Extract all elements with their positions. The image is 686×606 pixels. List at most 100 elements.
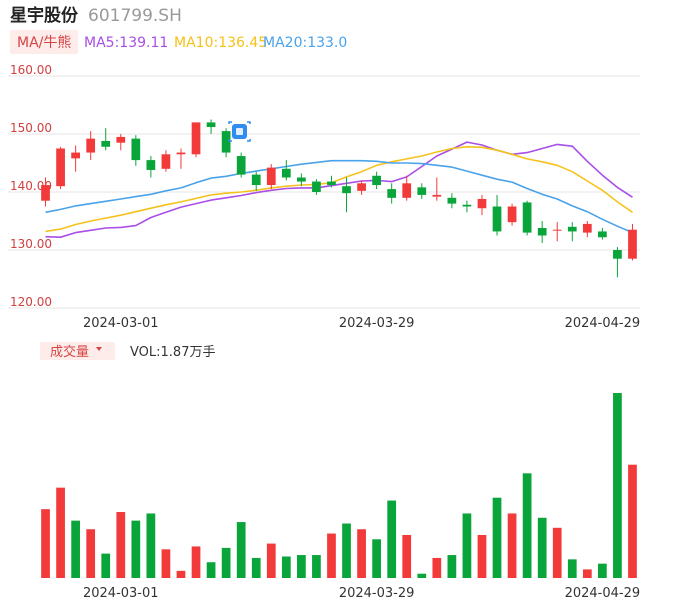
volume-bar[interactable] bbox=[613, 393, 622, 578]
candle-body bbox=[101, 140, 111, 147]
volume-bar[interactable] bbox=[41, 509, 50, 578]
candlestick[interactable] bbox=[297, 173, 306, 187]
candlestick[interactable] bbox=[101, 128, 111, 151]
volume-bar[interactable] bbox=[56, 487, 65, 578]
candle-body bbox=[206, 122, 216, 128]
candlestick[interactable] bbox=[176, 148, 186, 169]
volume-bar[interactable] bbox=[357, 529, 366, 578]
candlestick[interactable] bbox=[221, 128, 231, 158]
volume-bar[interactable] bbox=[372, 539, 381, 578]
candlestick[interactable] bbox=[206, 119, 216, 135]
candlestick[interactable] bbox=[447, 193, 457, 209]
candlestick[interactable] bbox=[236, 152, 246, 178]
volume-bar[interactable] bbox=[297, 555, 306, 578]
candlestick[interactable] bbox=[281, 160, 291, 181]
volume-bar[interactable] bbox=[552, 527, 562, 578]
volume-bar[interactable] bbox=[176, 570, 186, 578]
candlestick[interactable] bbox=[146, 156, 156, 178]
candle-body bbox=[598, 231, 607, 238]
volume-bar[interactable] bbox=[567, 559, 577, 578]
candlestick[interactable] bbox=[417, 183, 427, 199]
volume-bars bbox=[41, 393, 637, 578]
candle-body bbox=[312, 181, 321, 192]
candlestick[interactable] bbox=[251, 171, 261, 191]
candlestick[interactable] bbox=[432, 177, 442, 201]
candlestick[interactable] bbox=[402, 175, 412, 201]
volume-bar[interactable] bbox=[312, 555, 321, 578]
volume-bar[interactable] bbox=[206, 562, 216, 578]
candlestick[interactable] bbox=[628, 223, 637, 261]
candlestick[interactable] bbox=[598, 227, 607, 240]
candlestick[interactable] bbox=[613, 247, 622, 278]
volume-bar[interactable] bbox=[598, 563, 607, 578]
volume-bar[interactable] bbox=[417, 573, 427, 578]
candlestick[interactable] bbox=[266, 164, 276, 190]
volume-bar[interactable] bbox=[492, 497, 502, 578]
candlestick[interactable] bbox=[86, 131, 96, 161]
volume-bar[interactable] bbox=[116, 512, 126, 578]
candlestick[interactable] bbox=[537, 221, 547, 244]
volume-bar[interactable] bbox=[537, 517, 547, 578]
candlestick[interactable] bbox=[582, 221, 592, 238]
ma10-legend: MA10:136.45 bbox=[174, 35, 267, 51]
ma20-line bbox=[45, 159, 633, 234]
volume-bar[interactable] bbox=[432, 557, 442, 578]
volume-bar[interactable] bbox=[477, 534, 487, 578]
candlestick[interactable] bbox=[492, 194, 502, 236]
candle-body bbox=[327, 181, 336, 186]
ma5-legend: MA5:139.11 bbox=[84, 35, 168, 51]
volume-bar[interactable] bbox=[71, 520, 80, 578]
candlestick[interactable] bbox=[131, 135, 141, 166]
candlestick[interactable] bbox=[312, 179, 321, 195]
volume-bar[interactable] bbox=[146, 513, 156, 578]
candle-body bbox=[522, 202, 532, 233]
ma10-line bbox=[45, 146, 633, 233]
candlestick[interactable] bbox=[71, 145, 80, 172]
volume-bar[interactable] bbox=[327, 533, 336, 578]
ma-mode-badge[interactable] bbox=[10, 30, 78, 54]
candlestick[interactable] bbox=[387, 183, 397, 204]
candlestick[interactable] bbox=[567, 222, 577, 242]
candlestick[interactable] bbox=[507, 203, 517, 226]
volume-bar[interactable] bbox=[462, 513, 472, 578]
candlestick[interactable] bbox=[56, 146, 65, 190]
volume-bar[interactable] bbox=[628, 464, 637, 578]
volume-bar[interactable] bbox=[236, 522, 246, 578]
candlestick[interactable] bbox=[462, 200, 472, 213]
volume-bar[interactable] bbox=[101, 553, 111, 578]
volume-bar[interactable] bbox=[387, 500, 397, 578]
volume-bar[interactable] bbox=[86, 529, 96, 578]
volume-bar[interactable] bbox=[221, 547, 231, 578]
candle-body bbox=[537, 227, 547, 236]
price-y-tick-label: 150.00 bbox=[10, 121, 52, 135]
candlestick[interactable] bbox=[116, 134, 126, 151]
candlestick[interactable] bbox=[552, 222, 562, 242]
volume-bar[interactable] bbox=[402, 534, 412, 578]
candlestick[interactable] bbox=[522, 200, 532, 236]
volume-bar[interactable] bbox=[131, 520, 141, 578]
volume-x-tick-label: 2024-03-01 bbox=[83, 586, 159, 601]
candlestick[interactable] bbox=[357, 180, 366, 195]
candlestick[interactable] bbox=[327, 175, 336, 188]
volume-bar[interactable] bbox=[266, 543, 276, 578]
candlestick[interactable] bbox=[477, 194, 487, 216]
volume-bar[interactable] bbox=[522, 473, 532, 578]
candlestick[interactable] bbox=[161, 150, 171, 172]
candlestick[interactable] bbox=[342, 177, 351, 213]
volume-bar[interactable] bbox=[251, 557, 261, 578]
volume-bar[interactable] bbox=[507, 513, 517, 578]
price-y-tick-label: 130.00 bbox=[10, 237, 52, 251]
volume-badge[interactable] bbox=[40, 342, 115, 360]
candle-body bbox=[191, 122, 201, 155]
event-marker-icon[interactable] bbox=[228, 121, 251, 142]
volume-bar[interactable] bbox=[281, 556, 291, 578]
volume-bar[interactable] bbox=[447, 555, 457, 578]
candlestick[interactable] bbox=[41, 177, 50, 207]
volume-bar[interactable] bbox=[161, 549, 171, 578]
candlestick[interactable] bbox=[191, 122, 201, 158]
chevron-down-icon bbox=[96, 347, 102, 351]
volume-bar[interactable] bbox=[582, 569, 592, 578]
volume-bar[interactable] bbox=[191, 546, 201, 578]
candlestick[interactable] bbox=[372, 171, 381, 190]
volume-bar[interactable] bbox=[342, 523, 351, 578]
